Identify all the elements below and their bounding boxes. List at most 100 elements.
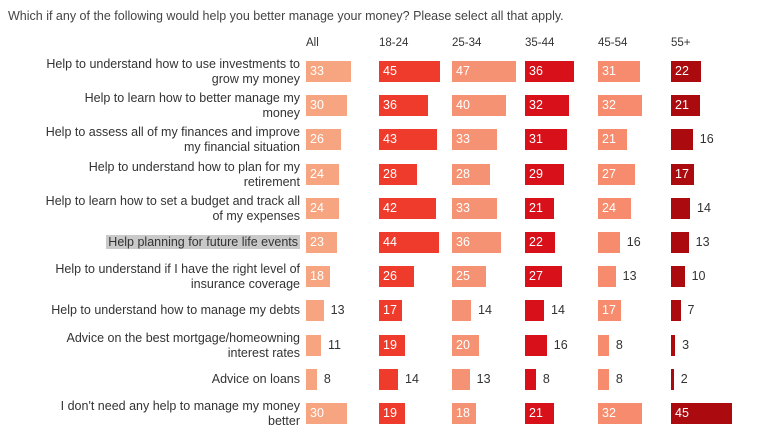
bar bbox=[379, 266, 415, 288]
bar bbox=[452, 129, 497, 151]
bar-value-label: 32 bbox=[529, 98, 543, 113]
bar bbox=[525, 95, 569, 117]
row-label: Help to understand how to use investment… bbox=[46, 57, 300, 86]
bar bbox=[671, 403, 733, 424]
bar-value-label: 13 bbox=[622, 269, 637, 284]
bar bbox=[525, 300, 545, 322]
bar-value-label: 31 bbox=[529, 132, 543, 147]
bar bbox=[598, 334, 609, 356]
column-header: All bbox=[306, 37, 319, 49]
chart-question-title: Which if any of the following would help… bbox=[8, 9, 564, 23]
bar-value-label: 16 bbox=[699, 132, 714, 147]
bar-value-label: 2 bbox=[680, 371, 688, 386]
bar-value-label: 19 bbox=[383, 337, 397, 352]
bar bbox=[452, 266, 486, 288]
bar-value-label: 21 bbox=[529, 406, 543, 420]
bar bbox=[379, 163, 418, 185]
bar-value-label: 36 bbox=[383, 98, 397, 113]
bar-value-label: 33 bbox=[310, 64, 324, 78]
bar-value-label: 36 bbox=[456, 235, 470, 249]
bar-value-label: 8 bbox=[323, 371, 331, 386]
bar-value-label: 27 bbox=[602, 166, 616, 181]
bar bbox=[671, 368, 674, 390]
bar bbox=[379, 95, 428, 117]
bar bbox=[671, 300, 681, 322]
bar bbox=[306, 232, 338, 253]
bar bbox=[379, 232, 439, 253]
bar-value-label: 33 bbox=[456, 200, 470, 215]
bar-value-label: 31 bbox=[602, 64, 616, 78]
bar bbox=[525, 163, 565, 185]
bar-value-label: 13 bbox=[330, 303, 345, 318]
bar-value-label: 22 bbox=[529, 235, 543, 249]
bar-value-label: 32 bbox=[602, 98, 616, 113]
bar-value-label: 10 bbox=[691, 269, 706, 284]
column-header: 45-54 bbox=[598, 37, 628, 49]
bar bbox=[525, 232, 555, 253]
bar bbox=[306, 403, 347, 424]
column-header: 35-44 bbox=[525, 37, 555, 49]
row-label: Help to understand how to plan for my ret… bbox=[88, 159, 300, 189]
bar bbox=[598, 197, 631, 219]
bar-value-label: 14 bbox=[478, 303, 492, 318]
bar-value-label: 29 bbox=[529, 166, 543, 181]
bar bbox=[452, 61, 516, 82]
bar-value-label: 36 bbox=[529, 64, 543, 78]
bar bbox=[598, 163, 635, 185]
bar bbox=[671, 61, 701, 82]
bar bbox=[525, 403, 554, 424]
bar-value-label: 42 bbox=[383, 200, 397, 215]
bar-value-label: 8 bbox=[615, 371, 623, 386]
column-header: 25-34 bbox=[452, 37, 482, 49]
column-header: 18-24 bbox=[379, 37, 409, 49]
bar-value-label: 28 bbox=[456, 166, 470, 181]
bar bbox=[452, 163, 491, 185]
bar-value-label: 14 bbox=[405, 371, 419, 386]
bar bbox=[452, 334, 480, 356]
bar-value-label: 8 bbox=[542, 371, 550, 386]
bar bbox=[525, 129, 568, 151]
bar bbox=[452, 95, 507, 117]
bar bbox=[379, 197, 437, 219]
bar-value-label: 24 bbox=[310, 200, 324, 215]
row-label: Advice on the best mortgage/homeowning in… bbox=[66, 330, 300, 360]
bar bbox=[598, 95, 642, 117]
bar bbox=[306, 266, 331, 288]
bar bbox=[306, 61, 351, 82]
bar bbox=[525, 368, 536, 390]
bar bbox=[525, 266, 562, 288]
bar bbox=[306, 334, 321, 356]
bar bbox=[598, 266, 616, 288]
bar-value-label: 17 bbox=[675, 166, 689, 181]
bar-value-label: 19 bbox=[383, 406, 397, 420]
bar bbox=[379, 334, 405, 356]
bar bbox=[671, 163, 695, 185]
bar bbox=[598, 403, 642, 424]
bar bbox=[671, 197, 691, 219]
bar-value-label: 16 bbox=[553, 337, 568, 352]
bar bbox=[598, 61, 641, 82]
bar-value-label: 26 bbox=[310, 132, 324, 147]
bar bbox=[379, 300, 403, 322]
bar bbox=[452, 300, 472, 322]
bar bbox=[598, 368, 609, 390]
bar bbox=[598, 232, 620, 253]
bar bbox=[671, 232, 689, 253]
bar-value-label: 47 bbox=[456, 64, 470, 78]
bar bbox=[598, 129, 627, 151]
bar-value-label: 22 bbox=[675, 64, 689, 78]
bar bbox=[671, 129, 693, 151]
bar-value-label: 18 bbox=[456, 406, 470, 420]
bar bbox=[306, 300, 324, 322]
bar-value-label: 45 bbox=[675, 406, 689, 420]
bar bbox=[379, 368, 399, 390]
bar-value-label: 13 bbox=[695, 235, 710, 249]
row-label: Advice on loans bbox=[211, 371, 300, 386]
bar-value-label: 21 bbox=[675, 98, 689, 113]
bar-value-label: 28 bbox=[383, 166, 397, 181]
bar-value-label: 32 bbox=[602, 406, 616, 420]
row-label: Help to learn how to better manage my mon… bbox=[84, 91, 300, 121]
bar-value-label: 23 bbox=[310, 235, 324, 249]
bar bbox=[306, 197, 339, 219]
bar-value-label: 14 bbox=[697, 200, 711, 215]
